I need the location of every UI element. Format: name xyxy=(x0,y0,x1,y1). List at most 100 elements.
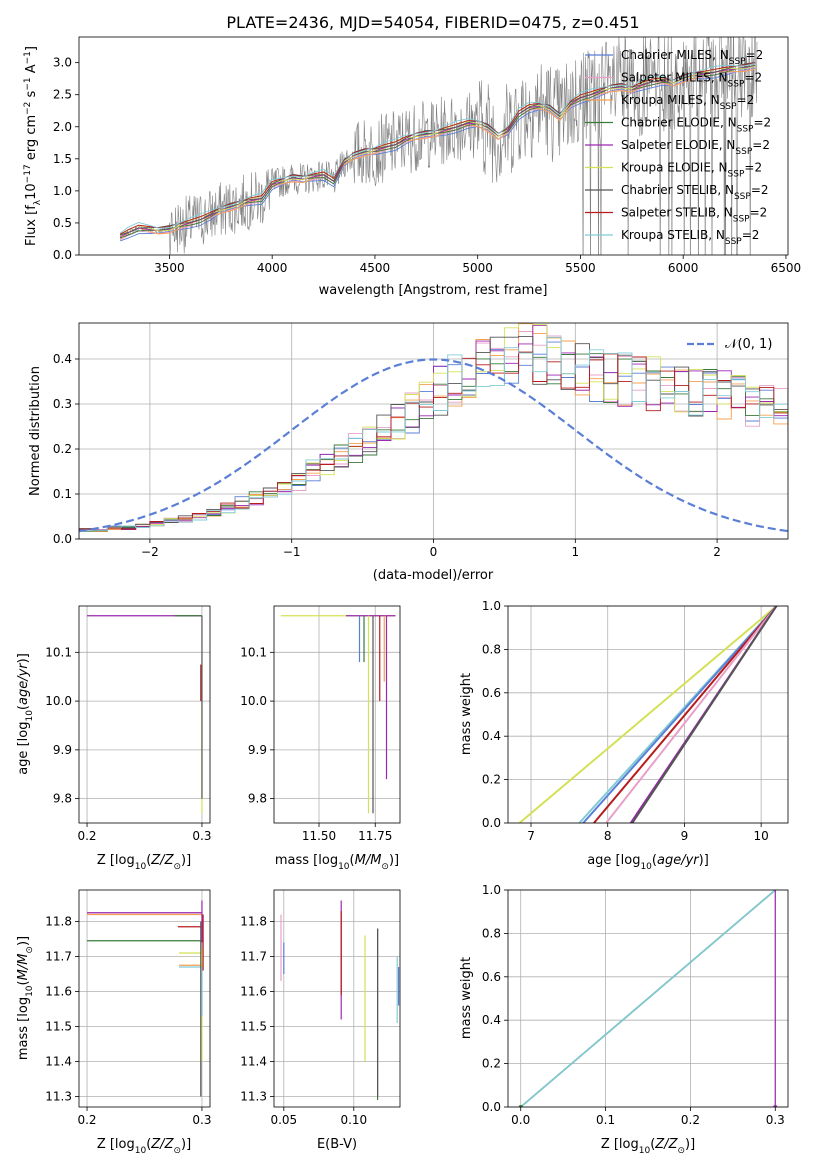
end-point xyxy=(773,1105,778,1107)
x-axis-label: (data-model)/error xyxy=(373,568,494,583)
y-tick-label: 0.4 xyxy=(53,352,72,366)
axes-frame xyxy=(273,605,401,824)
axes-frame xyxy=(78,36,789,256)
y-tick-label: 9.8 xyxy=(248,792,267,806)
cumulative-line xyxy=(631,606,778,823)
x-tick-label: 6000 xyxy=(668,261,699,275)
x-tick-label: 5500 xyxy=(565,261,596,275)
x-axis-label: E(B-V) xyxy=(317,1137,357,1152)
x-axis-label: Z [log10(Z/Z⊙)] xyxy=(97,1137,191,1156)
x-tick-label: 4000 xyxy=(257,261,288,275)
y-tick-label: 11.8 xyxy=(240,915,267,929)
histogram-step xyxy=(79,335,788,539)
x-tick-label: −1 xyxy=(283,545,301,559)
y-tick-label: 0.3 xyxy=(53,397,72,411)
histogram-step xyxy=(79,331,788,539)
x-axis-label: mass [log10(M/M⊙)] xyxy=(275,853,399,872)
y-tick-label: 11.3 xyxy=(240,1090,267,1104)
gaussian-curve xyxy=(79,358,788,533)
plot-area xyxy=(79,323,788,539)
cumulative-line xyxy=(605,606,778,823)
y-tick-label: 2.5 xyxy=(53,88,72,102)
y-tick-label: 0.2 xyxy=(482,773,501,787)
y-tick-label: 10.0 xyxy=(45,694,72,708)
y-axis-label: mass weight xyxy=(459,673,474,755)
y-tick-label: 11.6 xyxy=(240,985,267,999)
y-tick-label: 1.5 xyxy=(53,152,72,166)
histogram-step xyxy=(79,336,788,539)
y-tick-label: 0.8 xyxy=(482,926,501,940)
y-axis-label: Normed distribution xyxy=(28,366,43,496)
y-axis-label: age [log10(age/yr)] xyxy=(16,653,35,775)
y-tick-label: 0.8 xyxy=(482,642,501,656)
residuals-panel: −2 −1 0 1 2 0.0 0.1 0.2 0.3 0.4 𝒩(0, 1) (data-model… xyxy=(28,322,789,583)
cumulative-line xyxy=(518,606,778,823)
histogram-step xyxy=(79,324,788,539)
x-tick-label: 0.0 xyxy=(511,1113,530,1127)
y-tick-label: 0.4 xyxy=(482,1013,501,1027)
y-tick-label: 11.7 xyxy=(45,950,72,964)
plot-area xyxy=(87,900,204,1097)
x-tick-label: 0.3 xyxy=(766,1113,785,1127)
data-spectrum-line xyxy=(119,37,758,255)
axes-frame xyxy=(78,605,211,824)
mass-weight-vs-metallicity-panel: 0.0 0.1 0.2 0.3 0.0 0.2 0.4 0.6 0.8 1.0 Z [log10(Z… xyxy=(459,883,789,1156)
histogram-step xyxy=(79,323,788,539)
x-tick-label: 0.1 xyxy=(596,1113,615,1127)
plot-area xyxy=(280,900,400,1100)
x-tick-label: 0.3 xyxy=(192,829,211,843)
legend-entry: Chabrier STELIB, NSSP=2 xyxy=(621,183,769,202)
y-tick-label: 11.6 xyxy=(45,985,72,999)
y-tick-label: 0.1 xyxy=(53,487,72,501)
y-tick-label: 11.4 xyxy=(240,1055,267,1069)
legend-entry: Salpeter ELODIE, NSSP=2 xyxy=(621,138,770,157)
legend-entry: Kroupa STELIB, NSSP=2 xyxy=(621,228,759,247)
y-tick-label: 0.0 xyxy=(482,816,501,830)
x-tick-label: 0.2 xyxy=(77,829,96,843)
plot-area xyxy=(518,890,778,1107)
y-tick-label: 9.8 xyxy=(53,792,72,806)
x-tick-label: 9 xyxy=(681,829,689,843)
y-tick-label: 0.4 xyxy=(482,729,501,743)
legend-entry: 𝒩(0, 1) xyxy=(725,337,772,352)
y-tick-label: 10.1 xyxy=(240,645,267,659)
x-tick-label: 7 xyxy=(527,829,535,843)
y-tick-label: 11.7 xyxy=(240,950,267,964)
x-tick-label: 11.50 xyxy=(302,829,336,843)
y-tick-label: 0.0 xyxy=(53,248,72,262)
x-tick-label: 1 xyxy=(571,545,579,559)
x-tick-label: 0.2 xyxy=(77,1113,96,1127)
y-tick-label: 11.5 xyxy=(240,1020,267,1034)
axes-frame xyxy=(507,889,789,1108)
mass-weight-vs-age-panel: 7 8 9 10 0.0 0.2 0.4 0.6 0.8 1.0 age [log10(age/yr… xyxy=(459,599,789,872)
start-point xyxy=(518,1105,523,1107)
legend-entry: Chabrier MILES, NSSP=2 xyxy=(621,48,763,67)
y-tick-label: 10.0 xyxy=(240,694,267,708)
y-tick-label: 2.0 xyxy=(53,120,72,134)
y-tick-label: 0.6 xyxy=(482,686,501,700)
y-tick-label: 11.4 xyxy=(45,1055,72,1069)
axes-frame xyxy=(273,889,401,1108)
x-tick-label: 3500 xyxy=(154,261,185,275)
legend-entry: Kroupa ELODIE, NSSP=2 xyxy=(621,161,762,180)
x-tick-label: 10 xyxy=(754,829,769,843)
x-tick-label: 0.2 xyxy=(681,1113,700,1127)
model-line xyxy=(119,62,756,234)
y-tick-label: 3.0 xyxy=(53,56,72,70)
mass-vs-metallicity-panel: 0.2 0.3 11.3 11.4 11.5 11.6 11.7 11.8 Z [log10(Z… xyxy=(16,889,212,1156)
y-tick-label: 0.0 xyxy=(482,1100,501,1114)
y-tick-label: 1.0 xyxy=(53,184,72,198)
plot-area xyxy=(280,615,396,814)
cumulative-line xyxy=(520,890,776,1107)
plot-area xyxy=(119,37,758,255)
y-tick-label: 9.9 xyxy=(248,743,267,757)
cumulative-line xyxy=(582,606,778,823)
y-axis-label: mass [log10(M/M⊙)] xyxy=(16,936,35,1060)
spectrum-panel: 3500 4000 4500 5000 5500 6000 6500 0.0 0.5 1.0 1.5… xyxy=(23,36,801,298)
y-tick-label: 0.2 xyxy=(53,442,72,456)
legend-entry: Kroupa MILES, NSSP=2 xyxy=(621,93,754,112)
cumulative-line xyxy=(593,606,778,823)
legend-entry: Chabrier ELODIE, NSSP=2 xyxy=(621,116,771,135)
legend-entry: Salpeter MILES, NSSP=2 xyxy=(621,71,762,90)
